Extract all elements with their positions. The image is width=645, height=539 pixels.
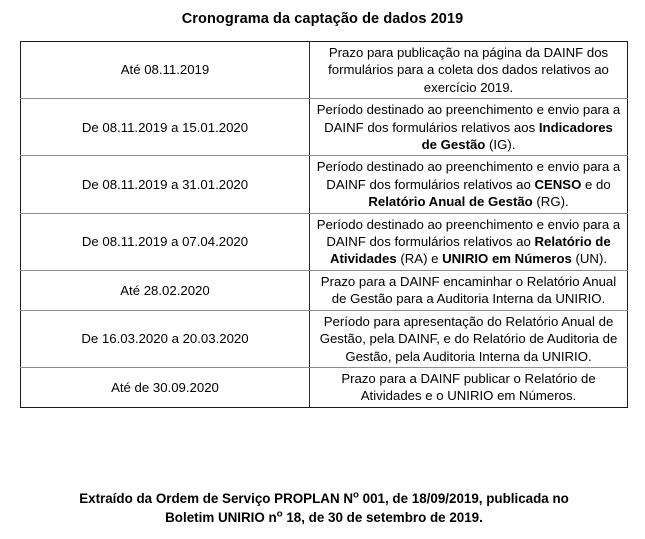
cell-period: Até 28.02.2020 xyxy=(20,269,310,311)
table-row: De 08.11.2019 a 07.04.2020 Período destin… xyxy=(20,212,628,271)
ordinal-marker: o xyxy=(276,508,283,520)
table-row: Até de 30.09.2020 Prazo para a DAINF publ… xyxy=(20,366,628,408)
body-text: Período para apresentação do Relatório A… xyxy=(319,313,618,364)
body-text: (UN). xyxy=(571,251,608,267)
footnote-line-1: Extraído da Ordem de Serviço PROPLAN No … xyxy=(79,489,569,506)
table-row: De 16.03.2020 a 20.03.2020 Período para a… xyxy=(20,309,628,368)
schedule-table-body: Até 08.11.2019 Prazo para publicação na p… xyxy=(20,41,628,408)
body-text: (RA) e xyxy=(396,251,443,267)
footnote-line-2: Boletim UNIRIO no 18, de 30 de setembro … xyxy=(165,508,483,525)
cell-description: Período destinado ao preenchimento e env… xyxy=(309,212,628,271)
emphasis-text: Relatório Anual de Gestão xyxy=(368,194,533,210)
body-text: Período destinado ao preenchimento e env… xyxy=(316,159,621,192)
body-text: Período destinado ao preenchimento e env… xyxy=(316,102,621,135)
body-text: Período destinado ao preenchimento e env… xyxy=(316,216,621,250)
emphasis-text: Indicadores de Gestão xyxy=(421,119,613,153)
cell-period: Até 08.11.2019 xyxy=(20,41,310,100)
cell-period: De 16.03.2020 a 20.03.2020 xyxy=(20,309,310,368)
body-text: Prazo para a DAINF publicar o Relatório … xyxy=(341,370,596,404)
table-row: De 08.11.2019 a 31.01.2020 Período destin… xyxy=(20,155,628,214)
body-text: e do xyxy=(581,176,611,192)
cell-description: Prazo para publicação na página da DAINF… xyxy=(309,41,628,100)
cell-period: Até de 30.09.2020 xyxy=(20,366,310,408)
ordinal-marker: o xyxy=(353,489,359,501)
body-text: (IG). xyxy=(485,137,516,153)
body-text: Prazo para publicação na página da DAINF… xyxy=(328,45,609,95)
schedule-table: Até 08.11.2019 Prazo para publicação na p… xyxy=(20,41,628,408)
table-row: Até 28.02.2020 Prazo para a DAINF encamin… xyxy=(20,269,628,311)
page-title: Cronograma da captação de dados 2019 xyxy=(181,11,464,27)
body-text: (RG). xyxy=(532,194,569,210)
emphasis-text: UNIRIO em Números xyxy=(442,251,572,267)
cell-description: Prazo para a DAINF publicar o Relatório … xyxy=(309,366,628,408)
cell-period: De 08.11.2019 a 15.01.2020 xyxy=(20,98,310,157)
cell-description: Período destinado ao preenchimento e env… xyxy=(309,155,628,214)
cell-description: Período para apresentação do Relatório A… xyxy=(309,309,628,368)
cell-description: Período destinado ao preenchimento e env… xyxy=(309,98,628,157)
cell-description: Prazo para a DAINF encaminhar o Relatóri… xyxy=(309,269,628,311)
source-footnote: Extraído da Ordem de Serviço PROPLAN No … xyxy=(20,489,628,527)
body-text: Prazo para a DAINF encaminhar o Relatóri… xyxy=(320,273,617,307)
table-row: Até 08.11.2019 Prazo para publicação na p… xyxy=(20,41,628,100)
cell-period: De 08.11.2019 a 31.01.2020 xyxy=(20,155,310,214)
table-row: De 08.11.2019 a 15.01.2020 Período destin… xyxy=(20,98,628,157)
emphasis-text: CENSO xyxy=(534,176,582,192)
cell-period: De 08.11.2019 a 07.04.2020 xyxy=(20,212,310,271)
emphasis-text: Relatório de Atividades xyxy=(329,234,611,267)
